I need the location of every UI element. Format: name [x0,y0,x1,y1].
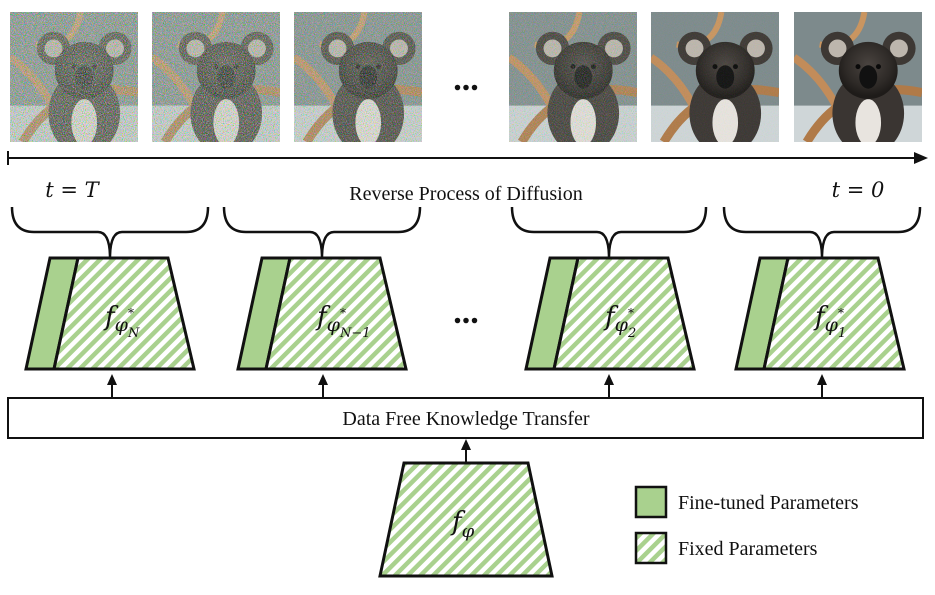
fixed-section [52,256,196,371]
transfer-arrow [817,374,827,397]
model-ellipsis: ... [453,294,479,331]
transfer-arrow [604,374,614,397]
teacher-model: fφ [378,461,554,578]
diffusion-step-image [294,12,422,142]
timestep-brace [222,206,422,259]
legend-fine-tuned-swatch [634,485,668,519]
timestep-brace [510,206,708,259]
legend-fixed-swatch [634,531,668,565]
timeline-start-label: t = T [45,178,100,202]
fixed-section [264,256,408,371]
timeline-end-label: t = 0 [832,178,885,202]
denoising-image-strip [10,12,922,142]
transfer-arrows [107,374,827,397]
image-ellipsis: ... [453,61,479,98]
legend: Fine-tuned Parameters Fixed Parameters [634,485,859,565]
legend-fine-tuned-label: Fine-tuned Parameters [678,492,859,514]
fixed-section [762,256,906,371]
timestep-brace [722,206,922,259]
diffusion-step-image [651,12,779,142]
diffusion-step-image [152,12,280,142]
fixed-section [552,256,696,371]
timestep-braces [10,206,922,259]
student-model: fφ* 2 [524,256,696,371]
diffusion-step-image [794,12,922,142]
teacher-arrow [461,439,471,462]
diffusion-step-image [509,12,637,142]
transfer-arrow [107,374,117,397]
transfer-arrow [318,374,328,397]
student-model: fφ* 1 [734,256,906,371]
student-model: fφ* N−1 [236,256,408,371]
knowledge-transfer-box: Data Free Knowledge Transfer [7,397,924,439]
timeline-arrow [7,151,928,165]
timestep-brace [10,206,210,259]
student-models: fφ* N fφ* N−1 fφ* 2 fφ* 1 [24,256,906,371]
timeline-process-label: Reverse Process of Diffusion [349,183,582,205]
knowledge-transfer-label: Data Free Knowledge Transfer [342,408,589,430]
student-model: fφ* N [24,256,196,371]
legend-fixed-label: Fixed Parameters [678,538,818,560]
diffusion-step-image [10,12,138,142]
